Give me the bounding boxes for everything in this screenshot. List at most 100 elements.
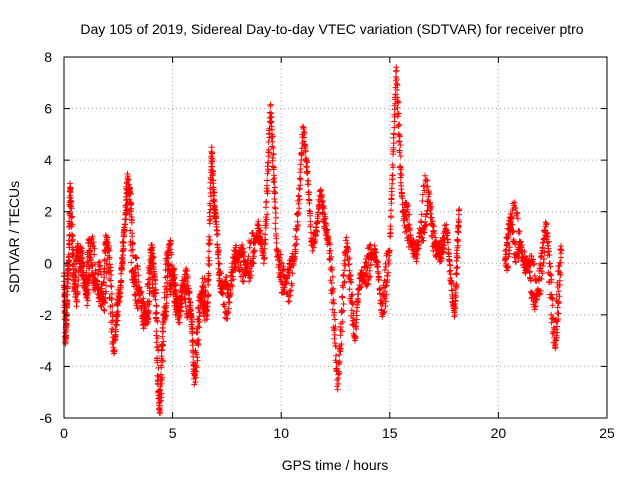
data-point <box>146 290 153 297</box>
data-point <box>406 225 413 232</box>
data-point <box>210 189 217 196</box>
data-point <box>157 408 164 414</box>
data-point <box>348 307 355 314</box>
data-point <box>294 210 301 217</box>
data-point <box>555 288 562 295</box>
data-point <box>332 316 338 323</box>
data-point <box>539 245 546 252</box>
data-point <box>420 237 427 244</box>
data-point <box>515 255 522 262</box>
data-point <box>379 299 386 306</box>
data-point <box>555 316 562 322</box>
data-point <box>94 278 101 285</box>
data-point <box>296 186 303 193</box>
data-point <box>69 221 76 228</box>
data-point <box>405 243 412 250</box>
data-point <box>213 231 220 238</box>
data-point <box>325 236 332 243</box>
data-point <box>272 205 279 212</box>
data-point <box>267 101 274 108</box>
data-point <box>454 264 461 271</box>
data-point <box>211 206 218 213</box>
plot-frame <box>63 56 608 419</box>
data-point <box>335 375 342 382</box>
data-point <box>194 357 201 364</box>
data-point <box>160 338 167 345</box>
data-point <box>514 215 521 222</box>
data-point <box>328 290 335 297</box>
data-point <box>553 334 560 341</box>
data-point <box>506 250 513 257</box>
data-point <box>178 307 184 314</box>
data-point <box>418 211 425 218</box>
data-point <box>545 269 552 276</box>
data-point <box>424 207 431 214</box>
data-point <box>272 225 279 232</box>
data-point <box>196 324 203 331</box>
data-point <box>332 357 339 364</box>
data-point <box>314 219 320 226</box>
data-point <box>419 198 426 204</box>
data-point <box>310 244 317 251</box>
data-point <box>91 245 98 252</box>
data-point <box>452 282 459 289</box>
data-point <box>505 234 512 240</box>
data-point <box>111 347 118 353</box>
data-point <box>399 190 405 197</box>
data-point <box>305 178 312 184</box>
data-point <box>128 213 135 220</box>
data-point <box>556 281 563 288</box>
data-point <box>168 240 174 247</box>
data-point <box>158 362 165 369</box>
data-point <box>533 297 540 303</box>
data-point <box>70 246 77 253</box>
data-point <box>270 150 277 157</box>
data-point <box>205 270 212 277</box>
data-point <box>537 265 544 272</box>
data-point <box>114 309 121 316</box>
data-point <box>312 236 319 243</box>
data-point <box>189 339 196 346</box>
data-point <box>253 234 260 240</box>
data-point <box>159 374 166 381</box>
data-point <box>188 311 195 317</box>
data-point <box>528 262 534 269</box>
data-point <box>209 157 215 164</box>
data-point <box>135 266 141 273</box>
data-point <box>225 305 232 312</box>
data-point <box>387 233 394 240</box>
data-point <box>405 202 412 209</box>
data-point <box>448 287 455 294</box>
data-point <box>271 184 278 191</box>
data-point <box>558 243 564 250</box>
data-point <box>297 161 304 168</box>
data-point <box>329 306 336 313</box>
data-point <box>383 282 390 289</box>
data-point <box>306 200 313 207</box>
data-point <box>153 315 159 322</box>
data-point <box>396 147 403 154</box>
data-point <box>209 172 216 179</box>
data-point <box>150 254 157 261</box>
data-point <box>545 238 552 245</box>
data-point <box>84 302 91 309</box>
data-point <box>397 174 404 181</box>
data-point <box>339 318 346 325</box>
data-point <box>444 229 451 236</box>
data-point <box>353 319 360 326</box>
data-point <box>328 266 335 273</box>
data-point <box>153 302 160 309</box>
data-point <box>171 275 178 282</box>
data-point <box>137 290 144 296</box>
data-point <box>100 279 107 286</box>
data-point <box>555 268 562 275</box>
data-point <box>214 244 221 251</box>
data-point <box>388 213 394 220</box>
data-point <box>102 295 109 302</box>
data-point <box>531 260 538 267</box>
data-point <box>386 252 393 259</box>
data-point <box>424 183 431 190</box>
data-point <box>240 245 247 252</box>
data-point <box>456 211 462 218</box>
data-point <box>214 231 221 237</box>
